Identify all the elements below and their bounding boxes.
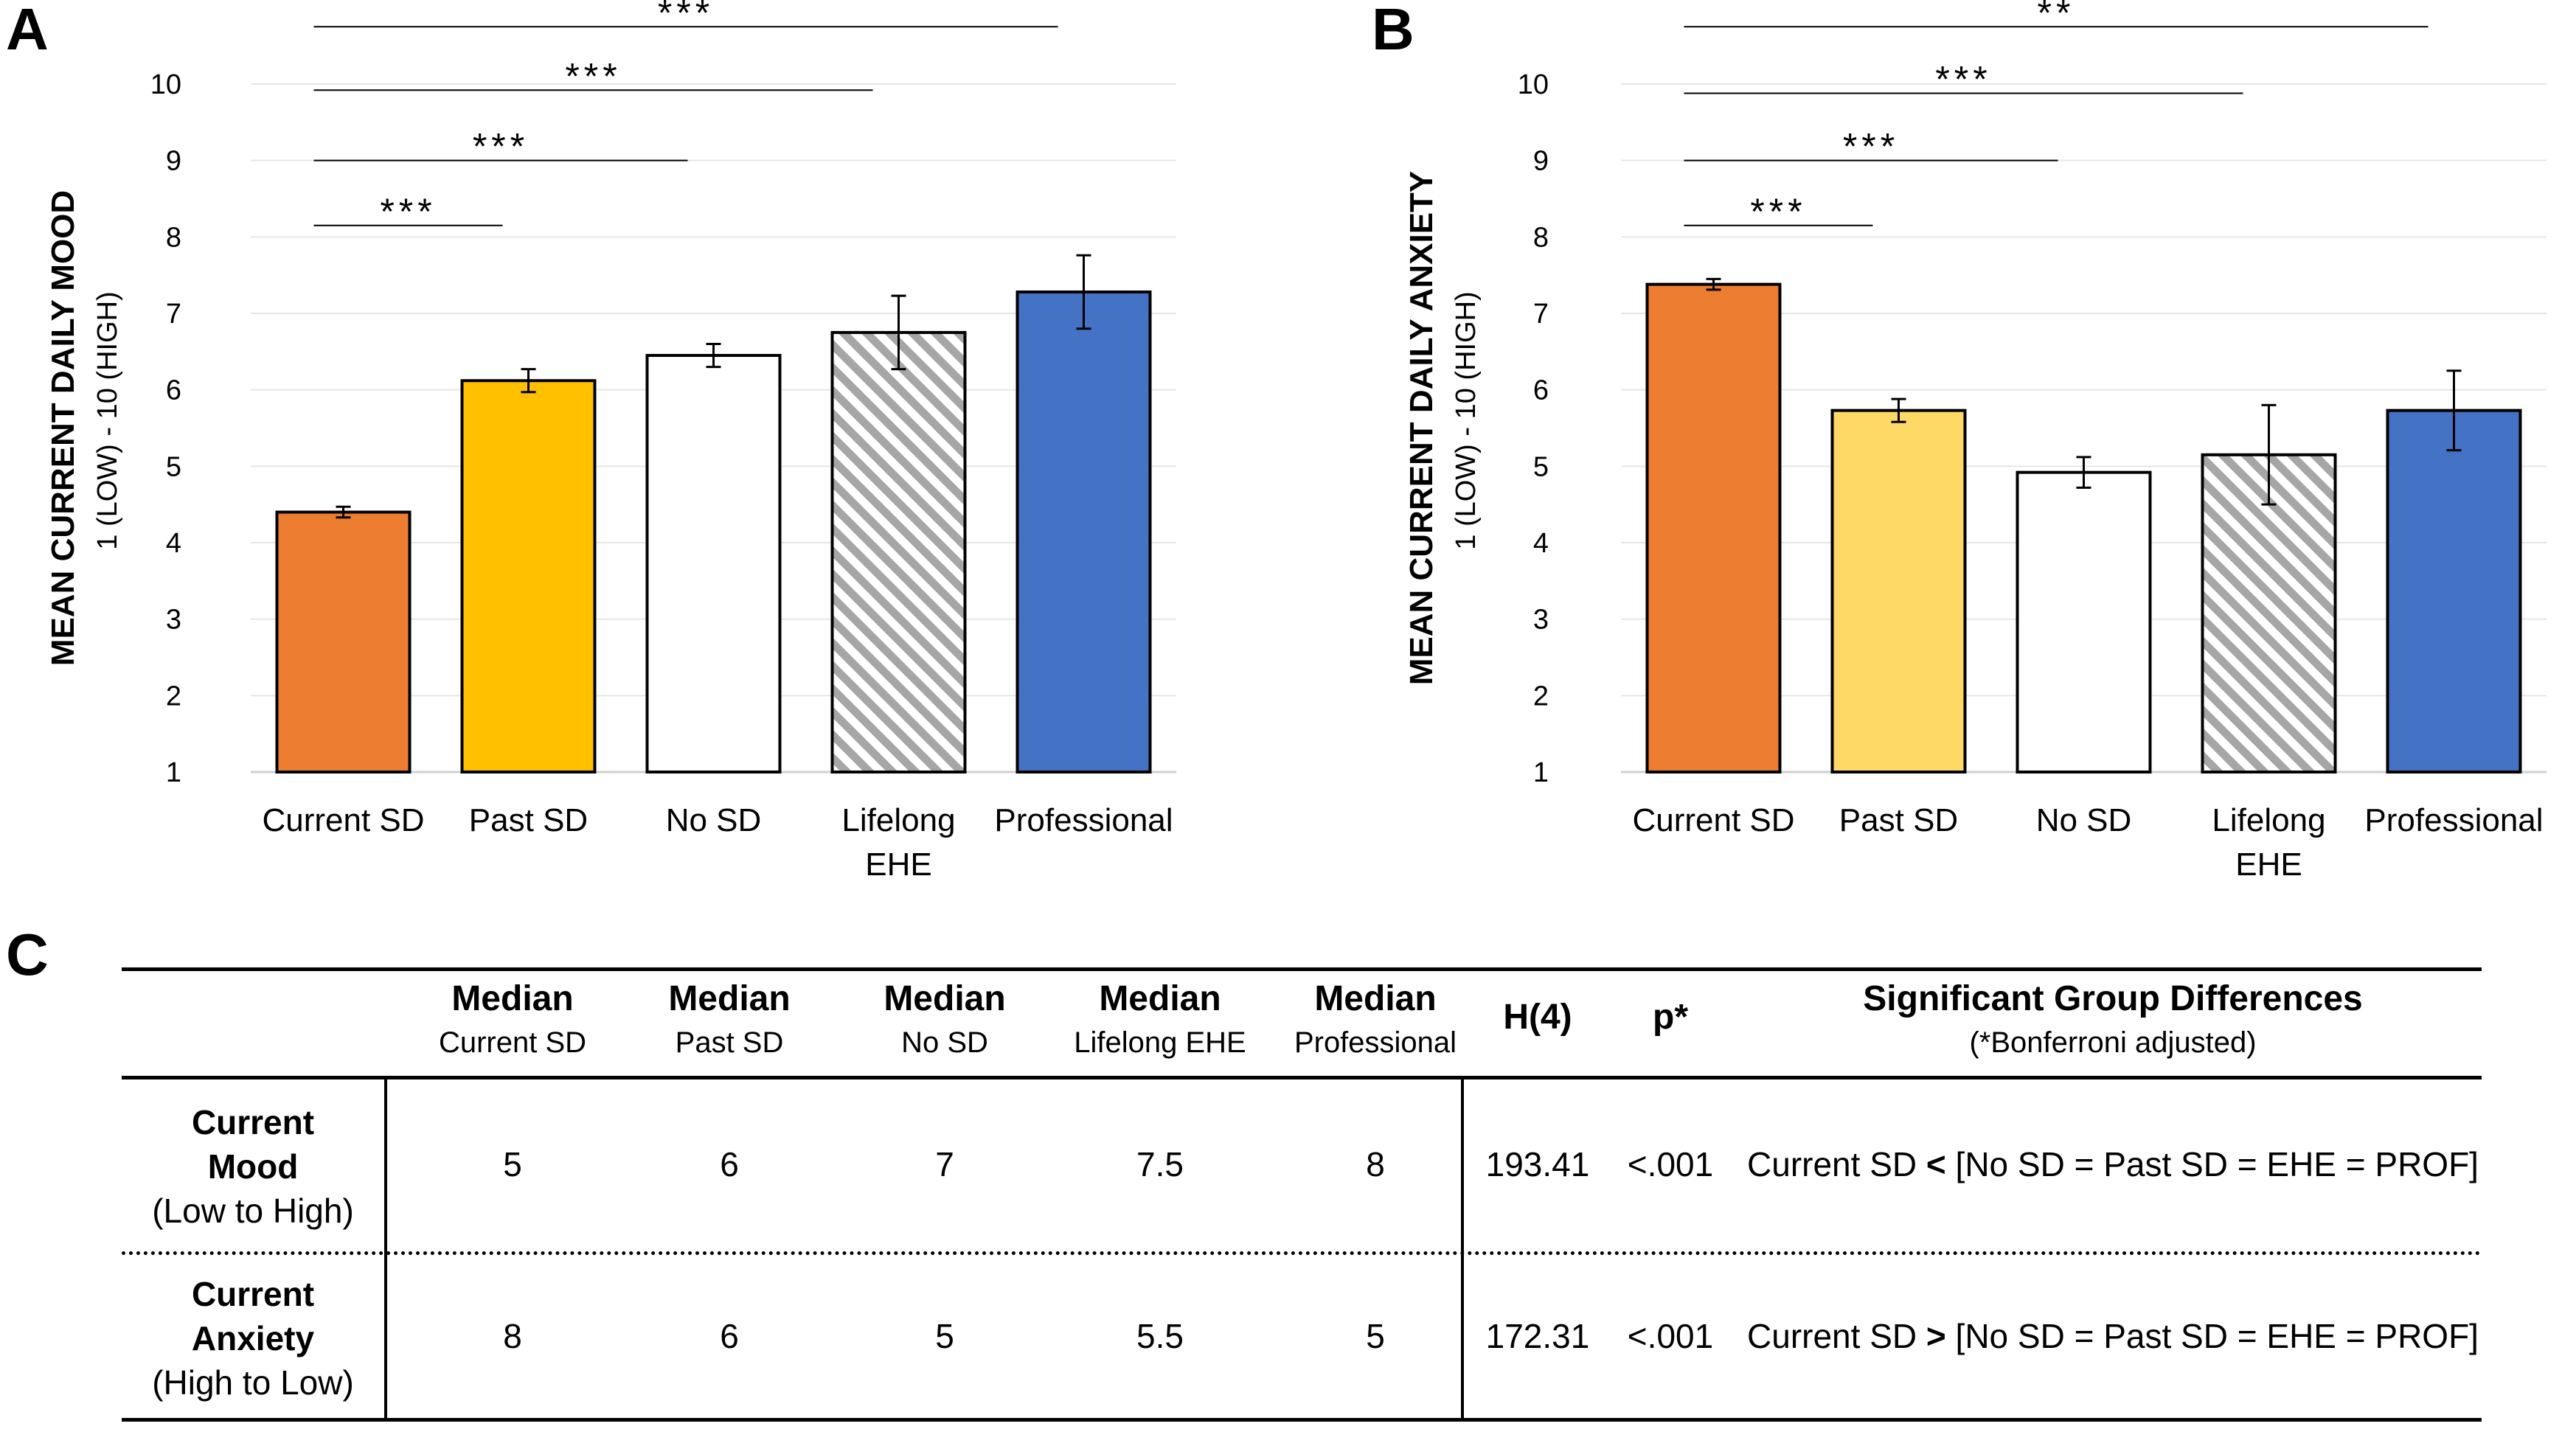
x-category-label: Lifelong	[2212, 802, 2325, 838]
significance-stars: ***	[1935, 58, 1991, 100]
anxiety-p-value: <.001	[1627, 1317, 1714, 1355]
table-top-rule	[122, 967, 2482, 971]
y-tick-label: 8	[1533, 222, 1549, 253]
header-group-differences: Significant Group Differences (*Bonferro…	[1863, 979, 2363, 1059]
anxiety-group-differences: Current SD > [No SD = Past SD = EHE = PR…	[1747, 1317, 2479, 1355]
anxiety-median-professional: 5	[1366, 1317, 1385, 1355]
panel-label-c: C	[6, 922, 49, 987]
anxiety-median-current-sd: 8	[503, 1317, 522, 1355]
header-professional: Median Professional	[1294, 979, 1457, 1059]
x-category-label: No SD	[2036, 802, 2132, 838]
median-summary-table: Median Current SD Median Past SD Median …	[122, 967, 2482, 1422]
significance-stars: ***	[658, 0, 714, 33]
table-row-divider	[122, 1251, 2482, 1255]
mood-median-professional: 8	[1366, 1145, 1385, 1183]
significance-stars: ***	[473, 126, 529, 167]
y-tick-label: 5	[166, 451, 181, 482]
anxiety-bar-chart: 1 2 3 4 5 6 7 8 9 10 Current SD Past SD No SD Lifelon…	[1403, 0, 2547, 883]
y-tick-label: 2	[166, 681, 181, 712]
x-category-label: EHE	[2235, 846, 2302, 883]
bar-professional	[1016, 290, 1152, 773]
table-stats-divider	[1461, 1076, 1464, 1421]
mood-group-differences: Current SD < [No SD = Past SD = EHE = PR…	[1747, 1145, 2479, 1183]
table-header-rule	[122, 1076, 2482, 1079]
y-tick-label: 2	[1533, 681, 1549, 712]
table-label-divider	[384, 1076, 387, 1421]
mood-h-statistic: 193.41	[1485, 1145, 1590, 1183]
significance-stars: ***	[380, 191, 436, 232]
header-current-sd: Median Current SD	[438, 979, 587, 1059]
y-axis-title: MEAN CURRENT DAILY ANXIETY	[1403, 171, 1440, 686]
y-tick-label: 10	[150, 69, 181, 100]
x-category-label: Lifelong	[841, 802, 955, 838]
header-lifelong-ehe: Median Lifelong EHE	[1074, 979, 1246, 1059]
header-no-sd: Median No SD	[883, 979, 1006, 1059]
y-tick-label: 5	[1533, 451, 1549, 482]
significance-stars: ***	[565, 55, 621, 97]
mood-median-no-sd: 7	[935, 1145, 954, 1183]
bar-lifelong-ehe	[2201, 453, 2337, 773]
panel-label-a: A	[6, 0, 49, 62]
x-category-label: Past SD	[469, 802, 588, 838]
y-tick-label: 10	[1518, 69, 1549, 100]
y-tick-label: 1	[166, 757, 181, 788]
bar-past-sd	[1830, 408, 1967, 773]
significance-stars: ***	[1750, 191, 1806, 232]
anxiety-median-lifelong-ehe: 5.5	[1136, 1317, 1184, 1355]
bar-professional	[2386, 408, 2522, 773]
mood-median-lifelong-ehe: 7.5	[1136, 1145, 1184, 1183]
bar-no-sd	[2016, 470, 2152, 773]
mood-p-value: <.001	[1627, 1145, 1714, 1183]
x-category-label: Past SD	[1839, 802, 1958, 838]
anxiety-median-past-sd: 6	[720, 1317, 739, 1355]
bar-no-sd	[645, 354, 782, 773]
x-category-label: Current SD	[1632, 802, 1794, 838]
x-category-label: Current SD	[262, 802, 424, 838]
mood-bar-chart: 1 2 3 4 5 6 7 8 9 10 Current SD Past SD No SD Lifelon…	[45, 0, 1176, 883]
header-h-statistic: H(4)	[1503, 998, 1572, 1037]
y-tick-label: 7	[1533, 299, 1549, 330]
y-tick-label: 7	[166, 299, 181, 330]
table-bottom-rule	[122, 1418, 2482, 1422]
y-tick-label: 1	[1533, 757, 1549, 788]
x-category-label: EHE	[865, 846, 931, 883]
bar-current-sd	[275, 510, 412, 773]
bar-current-sd	[1645, 282, 1782, 773]
y-tick-label: 9	[166, 146, 181, 177]
significance-stars: **	[2038, 0, 2075, 33]
mood-median-current-sd: 5	[503, 1145, 522, 1183]
y-tick-label: 8	[166, 222, 181, 253]
row-label-mood: Current Mood (Low to High)	[152, 1103, 354, 1230]
anxiety-h-statistic: 172.31	[1485, 1317, 1590, 1355]
mood-median-past-sd: 6	[720, 1145, 739, 1183]
significance-stars: ***	[1843, 126, 1899, 167]
y-tick-label: 3	[166, 605, 181, 636]
y-tick-label: 4	[1533, 528, 1549, 559]
header-p-value: p*	[1653, 998, 1688, 1037]
header-past-sd: Median Past SD	[668, 979, 791, 1059]
y-tick-label: 3	[1533, 605, 1549, 636]
y-tick-label: 9	[1533, 146, 1549, 177]
x-category-label: Professional	[994, 802, 1173, 838]
y-tick-label: 4	[166, 528, 181, 559]
y-axis-subtitle: 1 (LOW) - 10 (HIGH)	[1451, 291, 1482, 549]
y-axis-title: MEAN CURRENT DAILY MOOD	[45, 190, 81, 666]
anxiety-median-no-sd: 5	[935, 1317, 954, 1355]
y-tick-label: 6	[166, 375, 181, 406]
bar-lifelong-ehe	[830, 330, 967, 773]
x-category-label: No SD	[666, 802, 762, 838]
panel-label-b: B	[1372, 0, 1414, 62]
y-axis-subtitle: 1 (LOW) - 10 (HIGH)	[92, 291, 123, 549]
x-category-label: Professional	[2364, 802, 2543, 838]
y-tick-label: 6	[1533, 375, 1549, 406]
row-label-anxiety: Current Anxiety (High to Low)	[152, 1275, 354, 1402]
bar-past-sd	[460, 379, 597, 773]
